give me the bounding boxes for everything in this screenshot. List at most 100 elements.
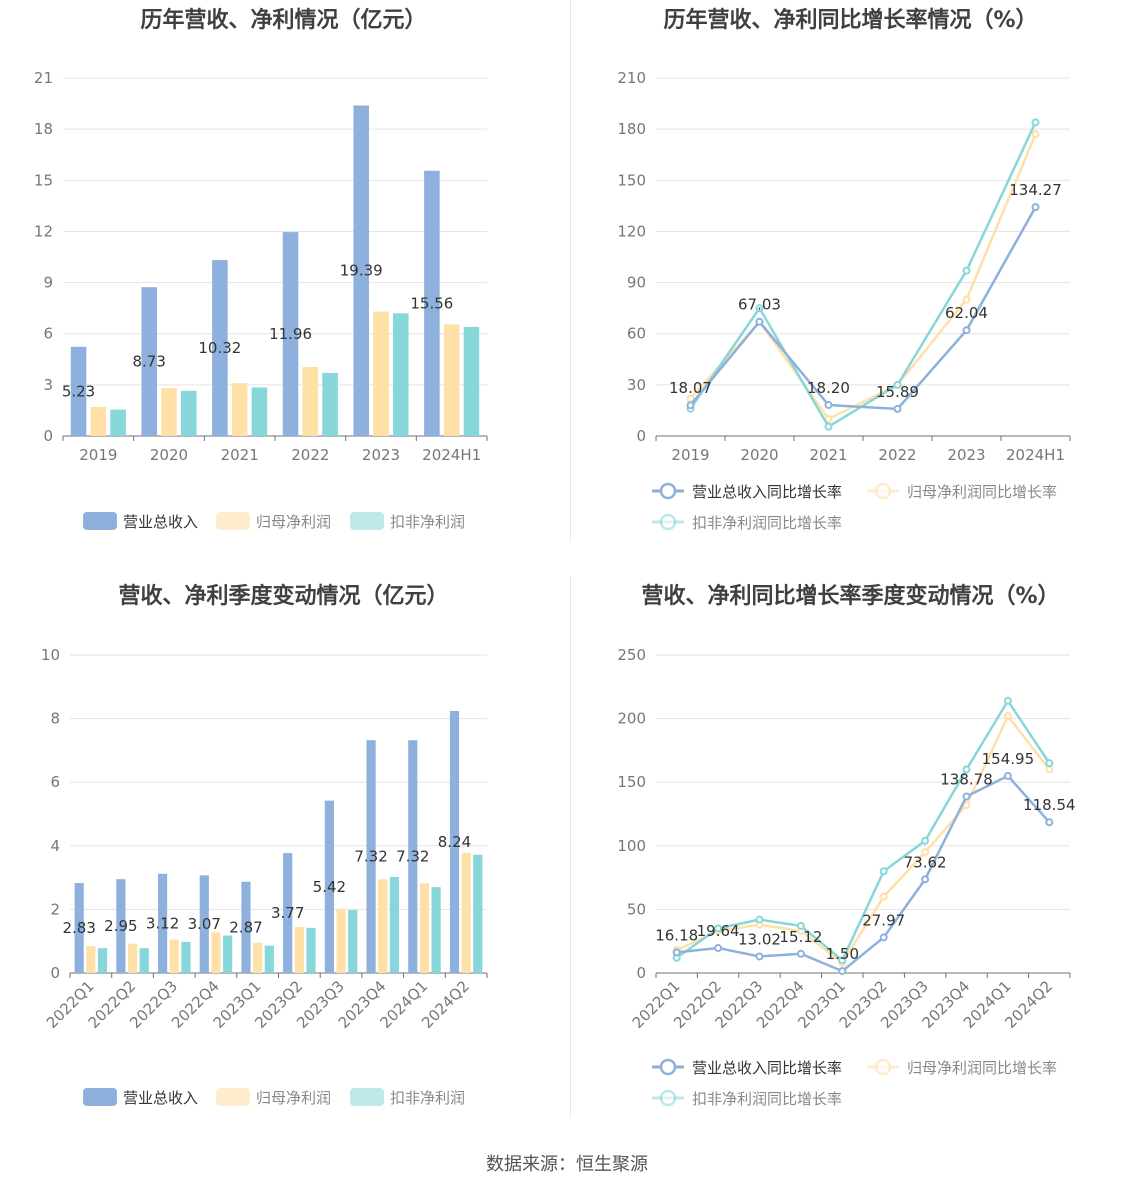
y-tick-label: 150	[617, 773, 646, 791]
annual-growth-chart: 0 30 60 90 120 150 180 210 2019 2020 2021 2022 2023 2…	[617, 69, 1071, 532]
bar	[389, 876, 400, 973]
y-tick-label: 9	[43, 274, 53, 292]
x-tick-label: 2019	[671, 446, 709, 464]
data-label: 15.12	[779, 928, 822, 946]
y-tick-label: 100	[617, 837, 646, 855]
data-label: 7.32	[354, 848, 387, 866]
y-tick-label: 18	[34, 120, 53, 138]
y-tick-label: 0	[43, 427, 53, 445]
legend-swatch	[216, 1088, 250, 1106]
panel-divider	[570, 576, 571, 1118]
data-point	[921, 836, 930, 845]
y-tick-label: 15	[34, 171, 53, 189]
data-point	[796, 921, 805, 930]
bar	[169, 939, 179, 973]
legend-label: 营业总收入	[123, 1089, 198, 1107]
annual-growth-panel: 历年营收、净利同比增长率情况（%） 0 30 60 90 120 150 180 210 201…	[567, 0, 1134, 576]
bar	[264, 945, 274, 973]
chart-title: 历年营收、净利同比增长率情况（%）	[663, 8, 1038, 33]
x-tick-label: 2020	[740, 446, 778, 464]
data-point	[838, 956, 847, 965]
data-point	[714, 944, 723, 953]
x-tick-label: 2021	[809, 446, 847, 464]
data-point	[921, 875, 930, 884]
x-tick-label: 2022	[291, 446, 329, 464]
bar	[253, 942, 263, 973]
y-tick-label: 10	[41, 646, 60, 664]
data-label: 118.54	[1023, 796, 1076, 814]
annual-amount-chart: 0 3 6 9 12 15 18 21 2019 2020 2021 2022 2023 2024H1 5.…	[34, 69, 488, 531]
annual-amount-panel: 历年营收、净利情况（亿元） 0 3 6 9 12 15 18 21 2019 2020 2021 20…	[0, 0, 567, 576]
data-label: 1.50	[826, 945, 859, 963]
y-tick-label: 50	[627, 900, 646, 918]
x-tick-label: 2019	[79, 446, 117, 464]
data-label: 62.04	[945, 304, 988, 322]
data-label: 27.97	[862, 911, 905, 929]
data-label: 154.95	[982, 750, 1035, 768]
bar	[199, 875, 209, 973]
data-point	[962, 765, 971, 774]
bar	[116, 879, 126, 973]
quarterly-amount-chart: 02468102022Q12022Q22022Q32022Q42023Q1202…	[41, 646, 488, 1107]
data-label: 134.27	[1009, 181, 1062, 199]
legend-marker	[659, 1058, 677, 1076]
quarterly-growth-chart: 0501001502002502022Q12022Q22022Q32022Q42…	[617, 646, 1076, 1108]
x-tick-label: 2023	[362, 446, 400, 464]
data-point	[838, 967, 847, 976]
x-tick-label: 2020	[150, 446, 188, 464]
x-tick-label: 2021	[221, 446, 259, 464]
data-point	[1031, 118, 1040, 127]
bar	[283, 853, 293, 973]
legend-swatch	[350, 512, 384, 530]
bar	[336, 908, 346, 973]
y-tick-label: 60	[627, 325, 646, 343]
y-tick-label: 4	[50, 837, 60, 855]
series-line	[689, 133, 1037, 421]
data-label: 3.12	[146, 914, 179, 932]
bar	[473, 854, 483, 973]
bar	[223, 935, 233, 973]
data-label: 15.56	[410, 294, 453, 312]
chart-title: 历年营收、净利情况（亿元）	[140, 8, 427, 33]
data-point	[824, 400, 833, 409]
data-label: 18.20	[807, 379, 850, 397]
legend-label: 归母净利润同比增长率	[907, 483, 1057, 501]
data-point	[686, 401, 695, 410]
bar	[294, 926, 304, 973]
data-point	[824, 414, 833, 423]
bar	[161, 388, 177, 436]
legend-label: 归母净利润	[256, 1089, 331, 1107]
bar	[393, 313, 409, 436]
bar	[212, 260, 228, 436]
bar	[378, 879, 388, 973]
data-label: 18.07	[669, 379, 712, 397]
y-tick-label: 200	[617, 710, 646, 728]
data-point	[714, 924, 723, 933]
bar	[110, 409, 126, 436]
data-point	[755, 915, 764, 924]
bar	[373, 311, 389, 436]
bar	[353, 105, 369, 437]
data-point	[879, 867, 888, 876]
bar	[211, 932, 221, 973]
series-line	[676, 713, 1051, 965]
data-point	[1045, 759, 1054, 768]
legend-label: 营业总收入	[123, 513, 198, 531]
x-tick-label: 2024H1	[422, 446, 481, 464]
data-point	[962, 326, 971, 335]
legend-swatch	[350, 1088, 384, 1106]
bar	[90, 407, 107, 436]
bar	[139, 948, 149, 973]
data-point	[755, 952, 764, 961]
data-label: 16.18	[655, 926, 698, 944]
bar	[302, 366, 319, 436]
legend-label: 归母净利润同比增长率	[907, 1059, 1057, 1077]
legend-marker	[659, 1089, 677, 1107]
data-point	[824, 422, 833, 431]
y-tick-label: 180	[617, 120, 646, 138]
series-line	[689, 121, 1037, 429]
bar	[461, 852, 471, 973]
data-label: 7.32	[396, 848, 429, 866]
y-tick-label: 0	[50, 964, 60, 982]
series-line	[689, 206, 1037, 411]
